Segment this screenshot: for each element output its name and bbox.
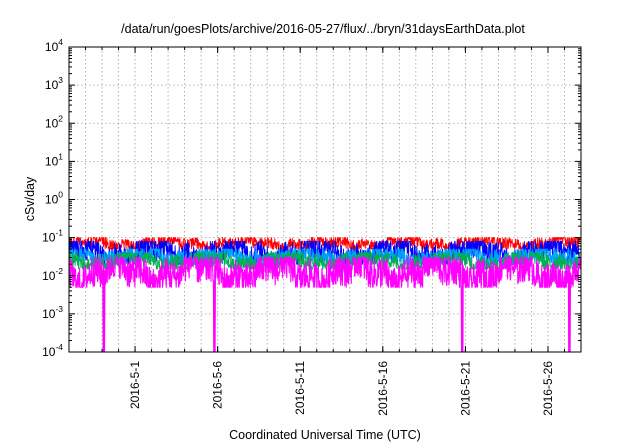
x-axis-label: Coordinated Universal Time (UTC) (229, 428, 421, 442)
y-tick-label: 104 (45, 37, 63, 54)
y-axis-label: cSv/day (23, 176, 37, 221)
ticks (69, 46, 581, 353)
chart-title: /data/run/goesPlots/archive/2016-05-27/f… (121, 22, 525, 36)
y-tick-label: 10-1 (42, 228, 63, 245)
series-line (68, 257, 582, 353)
y-tick-label: 102 (45, 113, 63, 130)
x-tick-label: 2016-5-11 (293, 361, 307, 415)
y-tick-label: 10-2 (42, 266, 63, 283)
x-tick-label: 2016-5-26 (541, 361, 555, 416)
x-tick-labels: 2016-5-1 2016-5-6 2016-5-11 2016-5-16 2016-5… (128, 361, 555, 416)
x-tick-label: 2016-5-16 (376, 361, 390, 416)
y-tick-label: 100 (45, 190, 63, 207)
y-tick-label: 10-3 (42, 304, 63, 321)
series-layer (68, 237, 582, 353)
y-tick-labels: 10-4 10-3 10-2 10-1 100 101 102 103 104 (42, 37, 63, 359)
grid (69, 47, 581, 352)
y-tick-label: 103 (45, 75, 63, 92)
x-tick-label: 2016-5-21 (458, 361, 472, 416)
y-tick-label: 10-4 (42, 342, 63, 359)
y-tick-label: 101 (45, 151, 63, 168)
x-tick-label: 2016-5-1 (128, 361, 142, 409)
x-tick-label: 2016-5-6 (211, 361, 225, 409)
